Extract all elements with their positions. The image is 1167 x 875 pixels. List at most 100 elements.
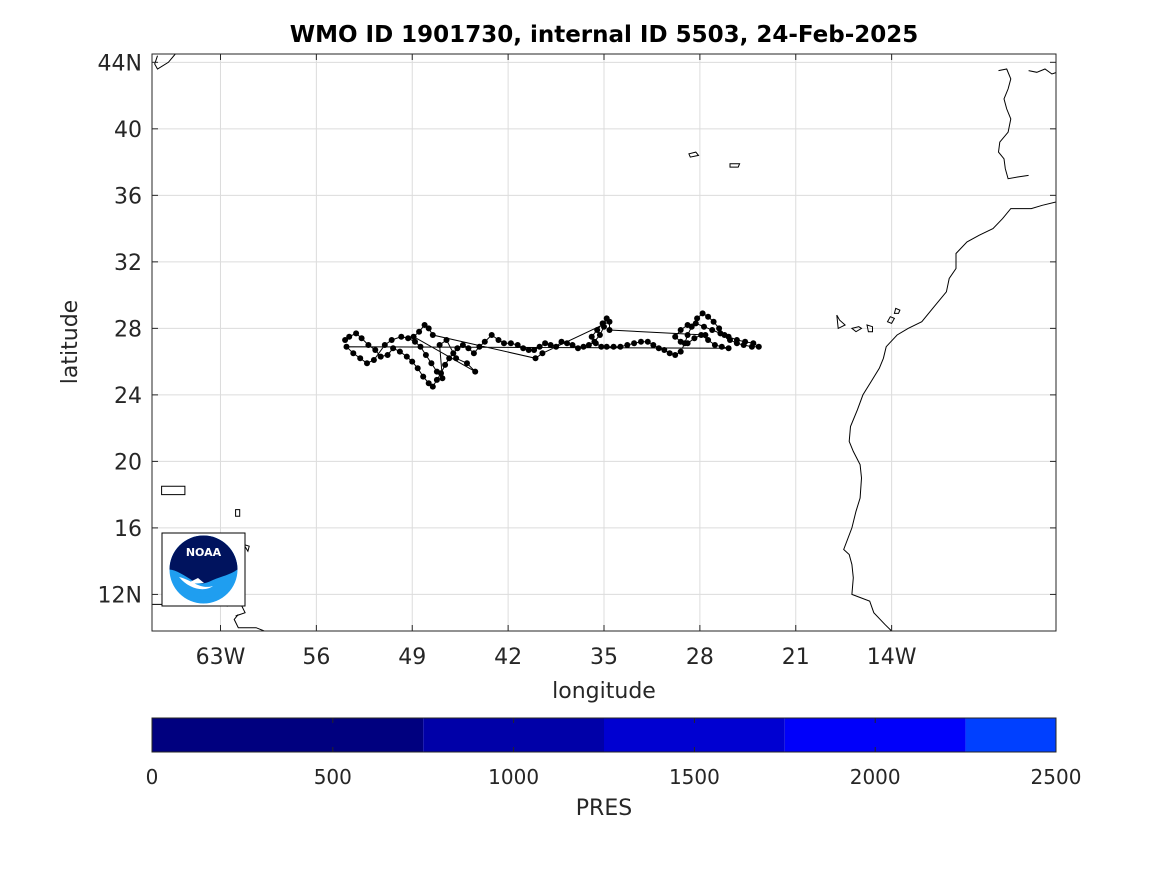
profile-point [661, 347, 668, 353]
profile-point [372, 347, 379, 353]
y-tick-label: 40 [114, 118, 142, 143]
profile-point [684, 322, 691, 328]
profile-point [585, 342, 592, 348]
profile-point [742, 338, 749, 345]
profile-point [439, 375, 446, 382]
profile-point [429, 383, 436, 390]
profile-point [350, 350, 357, 357]
profile-point [564, 340, 570, 347]
profile-point [420, 373, 427, 380]
coastline-island [242, 543, 250, 553]
coastline [843, 201, 1056, 631]
profile-point [358, 335, 365, 342]
y-tick-label: 28 [114, 317, 142, 342]
profile-point [750, 340, 757, 347]
profile-point [547, 342, 554, 348]
x-tick-label: 21 [782, 645, 810, 670]
colorbar-segment [423, 718, 604, 752]
profile-point [705, 313, 712, 320]
profile-point [596, 332, 603, 338]
coastline [997, 68, 1029, 180]
coastline-island [850, 326, 863, 333]
profile-point [725, 345, 732, 352]
profile-point [520, 345, 527, 352]
profile-point [691, 335, 698, 342]
profile-point [388, 337, 395, 343]
profile-point [453, 355, 460, 362]
profile-point [725, 333, 732, 340]
colorbar-tick-label: 1000 [488, 765, 539, 789]
profile-point [717, 330, 724, 337]
profile-point [716, 325, 723, 332]
profile-point [396, 348, 403, 355]
y-axis-label: latitude [58, 300, 83, 384]
profile-point [617, 343, 624, 350]
x-tick-label: 49 [398, 645, 426, 670]
x-axis-label: longitude [552, 679, 656, 704]
colorbar [151, 717, 1057, 753]
y-tick-label: 12N [98, 583, 142, 608]
x-tick-label: 35 [590, 645, 618, 670]
profile-point [755, 343, 762, 350]
profile-point [575, 345, 581, 352]
profile-point [476, 343, 483, 350]
profile-point [436, 342, 443, 348]
profile-point [598, 343, 605, 350]
profile-point [532, 355, 539, 362]
profile-point [450, 350, 457, 357]
coastline [1028, 68, 1056, 75]
x-tick-label: 63W [196, 645, 246, 670]
profile-point [481, 338, 488, 345]
profile-point [390, 345, 397, 352]
chart-title: WMO ID 1901730, internal ID 5503, 24-Feb… [290, 22, 919, 48]
profile-point [405, 335, 412, 342]
profile-point [381, 342, 388, 348]
colorbar-tick-label: 2000 [850, 765, 901, 789]
profile-point [694, 315, 701, 322]
profile-point [553, 343, 560, 350]
profile-point [684, 340, 691, 347]
profile-point [403, 353, 410, 360]
profile-point [443, 337, 450, 343]
profile-point [701, 323, 707, 330]
profile-point [599, 320, 606, 327]
profile-point [446, 355, 453, 362]
profile-point [705, 337, 712, 343]
profile-point [638, 338, 644, 345]
colorbar-tick-label: 1500 [669, 765, 720, 789]
profile-point [495, 337, 502, 343]
profile-point [370, 357, 377, 363]
profile-point [631, 340, 638, 347]
profile-point [702, 332, 709, 338]
profile-point [425, 325, 432, 332]
y-tick-label: 36 [114, 184, 142, 209]
profile-point [414, 365, 421, 372]
coastline [233, 614, 265, 631]
profile-point [364, 360, 370, 367]
x-tick-label: 14W [867, 645, 917, 670]
profile-point [454, 345, 461, 352]
profile-point [606, 327, 613, 333]
profile-point [425, 380, 432, 387]
profile-point [699, 310, 706, 317]
profile-point [684, 332, 691, 338]
colorbar-frame [151, 717, 1057, 753]
profile-point [365, 342, 372, 348]
profile-point [470, 350, 477, 357]
profile-point [592, 340, 599, 347]
y-tick-label: 24 [114, 384, 142, 409]
colorbar-segment [152, 718, 424, 752]
profile-point [692, 320, 699, 327]
coastline [154, 54, 176, 70]
profile-point [514, 342, 521, 348]
profile-point [672, 333, 679, 340]
profile-point [421, 322, 428, 328]
profile-point [464, 360, 470, 367]
profile-point [531, 347, 538, 353]
profile-point [710, 318, 717, 325]
colorbar-segment [604, 718, 785, 752]
x-tick-label: 56 [302, 645, 330, 670]
coastline-island [235, 509, 241, 517]
svg-text:NOAA: NOAA [186, 546, 222, 559]
